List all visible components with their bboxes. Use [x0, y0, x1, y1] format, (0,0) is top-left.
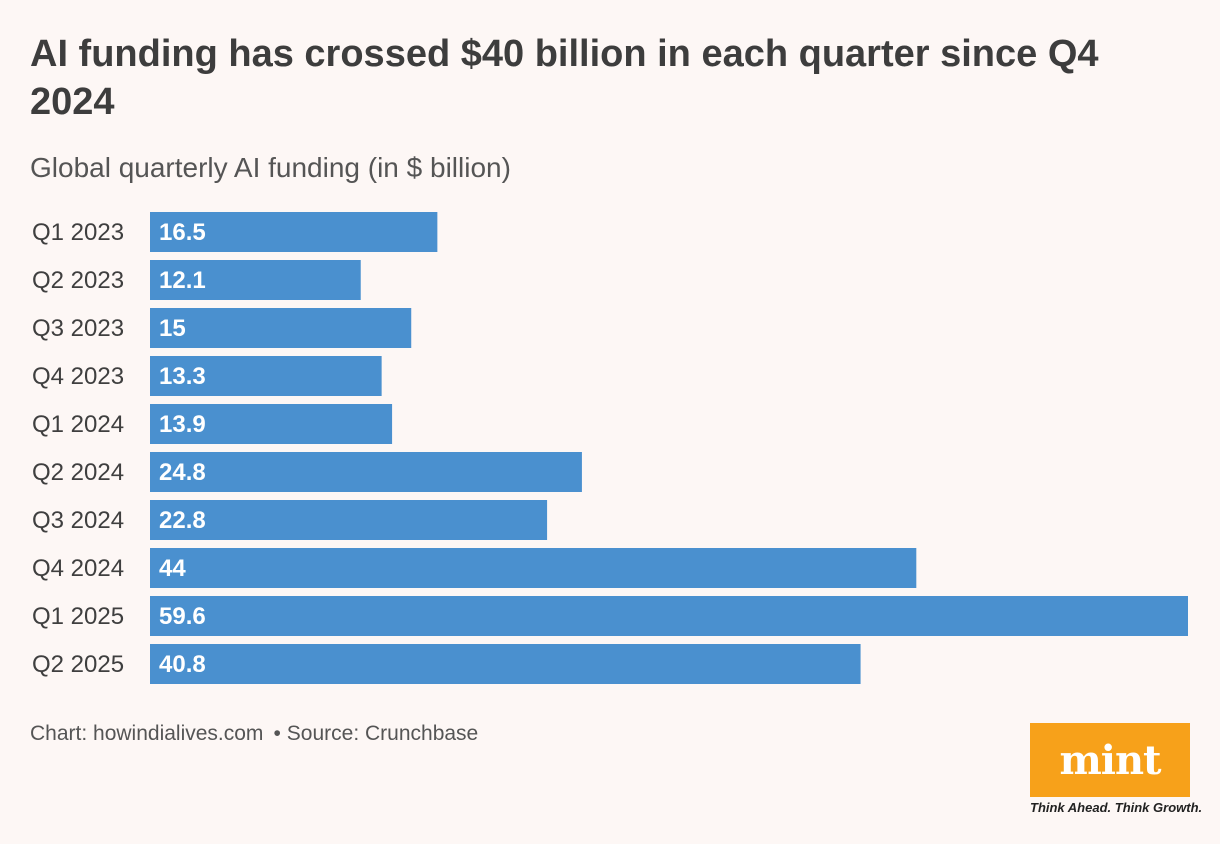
category-label: Q2 2025: [32, 651, 124, 678]
mint-logo: mint: [1030, 723, 1190, 797]
category-label: Q1 2025: [32, 603, 124, 630]
bar-q3-2023: [150, 308, 412, 348]
bar-q1-2024: [150, 404, 393, 444]
category-label: Q1 2024: [32, 411, 124, 438]
value-label: 13.9: [159, 411, 206, 438]
value-label: 24.8: [159, 459, 206, 486]
bar-q4-2024: [150, 548, 917, 588]
logo-tagline: Think Ahead. Think Growth.: [1030, 800, 1203, 815]
category-label: Q3 2024: [32, 507, 124, 534]
value-label: 40.8: [159, 651, 206, 678]
bar-q1-2025: [150, 596, 1188, 636]
mint-logo-text: mint: [1059, 736, 1161, 784]
category-label: Q1 2023: [32, 219, 124, 246]
value-label: 59.6: [159, 603, 206, 630]
value-label: 44: [159, 555, 186, 582]
bar-q2-2024: [150, 452, 582, 492]
category-label: Q2 2023: [32, 267, 124, 294]
value-label: 12.1: [159, 267, 206, 294]
bar-chart: Q1 2023 16.5 Q2 2023 12.1 Q3 2023 15 Q4 2023 13…: [32, 212, 1188, 684]
bar-q2-2025: [150, 644, 861, 684]
value-label: 15: [159, 315, 186, 342]
bar-q3-2024: [150, 500, 548, 540]
chart-title: AI funding has crossed $40 billion in ea…: [30, 33, 1099, 123]
bar-q4-2023: [150, 356, 382, 396]
category-label: Q4 2023: [32, 363, 124, 390]
chart-credit: Chart: howindialives.com: [30, 722, 264, 745]
chart-footer: Chart: howindialives.com • Source: Crunchb…: [30, 722, 478, 746]
source-credit: Source: Crunchbase: [286, 722, 479, 745]
footer-separator: •: [273, 722, 281, 745]
bar-q2-2023: [150, 260, 361, 300]
category-label: Q3 2023: [32, 315, 124, 342]
bar-q1-2023: [150, 212, 438, 252]
value-label: 13.3: [159, 363, 206, 390]
chart-subtitle: Global quarterly AI funding (in $ billio…: [30, 152, 511, 183]
value-label: 22.8: [159, 507, 206, 534]
category-label: Q4 2024: [32, 555, 124, 582]
value-label: 16.5: [159, 219, 206, 246]
category-label: Q2 2024: [32, 459, 124, 486]
